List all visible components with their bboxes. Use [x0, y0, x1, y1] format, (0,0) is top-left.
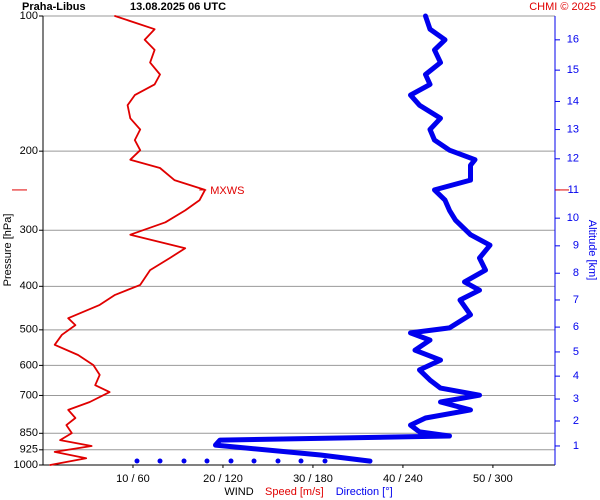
y2-tick-label: 15	[567, 64, 579, 76]
y-tick-label: 200	[20, 145, 38, 157]
y-tick-label: 850	[20, 427, 38, 439]
dot	[181, 458, 187, 464]
y2-tick-label: 3	[573, 393, 579, 405]
legend-entry: Speed [m/s]	[265, 486, 324, 498]
y2-tick-label: 16	[567, 34, 579, 46]
x-tick-label: 50 / 300	[473, 473, 513, 485]
y2-tick-label: 8	[573, 267, 579, 279]
legend-entry: Direction [°]	[336, 486, 393, 498]
y-tick-label: 600	[20, 359, 38, 371]
dot	[204, 458, 210, 464]
y-tick-label: 925	[20, 444, 38, 456]
y2-tick-label: 9	[573, 240, 579, 252]
y2-tick-label: 11	[568, 184, 579, 196]
y-tick-label: 300	[20, 224, 38, 236]
y2-tick-label: 4	[573, 370, 579, 382]
series-line	[213, 13, 493, 464]
dot	[275, 458, 281, 464]
chart-subtitle: 13.08.2025 06 UTC	[130, 1, 226, 13]
dot	[322, 458, 328, 464]
chart-title: Praha-Libus	[22, 1, 86, 13]
y-tick-label: 1000	[14, 459, 38, 471]
x-tick-label: 20 / 120	[203, 473, 243, 485]
annotation: MXWS	[210, 185, 244, 197]
credit: CHMI © 2025	[529, 1, 596, 13]
y2-tick-label: 14	[567, 95, 579, 107]
y2-tick-label: 10	[567, 212, 579, 224]
bottom-dots	[134, 458, 328, 464]
x-tick-label: 10 / 60	[116, 473, 150, 485]
series-line	[49, 15, 206, 466]
dot	[251, 458, 257, 464]
dot	[134, 458, 140, 464]
x-axis-label: WIND	[224, 486, 253, 498]
x-tick-label: 40 / 240	[383, 473, 423, 485]
y2-axis-label: Altitude [km]	[586, 220, 598, 281]
dot	[228, 458, 234, 464]
y-axis-label: Pressure [hPa]	[2, 214, 14, 287]
dot	[298, 458, 304, 464]
y2-tick-label: 13	[567, 123, 579, 135]
y2-tick-label: 6	[573, 321, 579, 333]
x-tick-label: 30 / 180	[293, 473, 333, 485]
y2-tick-label: 5	[573, 346, 579, 358]
dot	[157, 458, 163, 464]
y2-tick-label: 12	[567, 153, 579, 165]
y2-tick-label: 7	[573, 294, 579, 306]
y-tick-label: 700	[20, 389, 38, 401]
y2-tick-label: 2	[573, 415, 579, 427]
y2-tick-label: 1	[573, 440, 579, 452]
y-tick-label: 400	[20, 280, 38, 292]
y-tick-label: 100	[20, 10, 38, 22]
y-tick-label: 500	[20, 324, 38, 336]
